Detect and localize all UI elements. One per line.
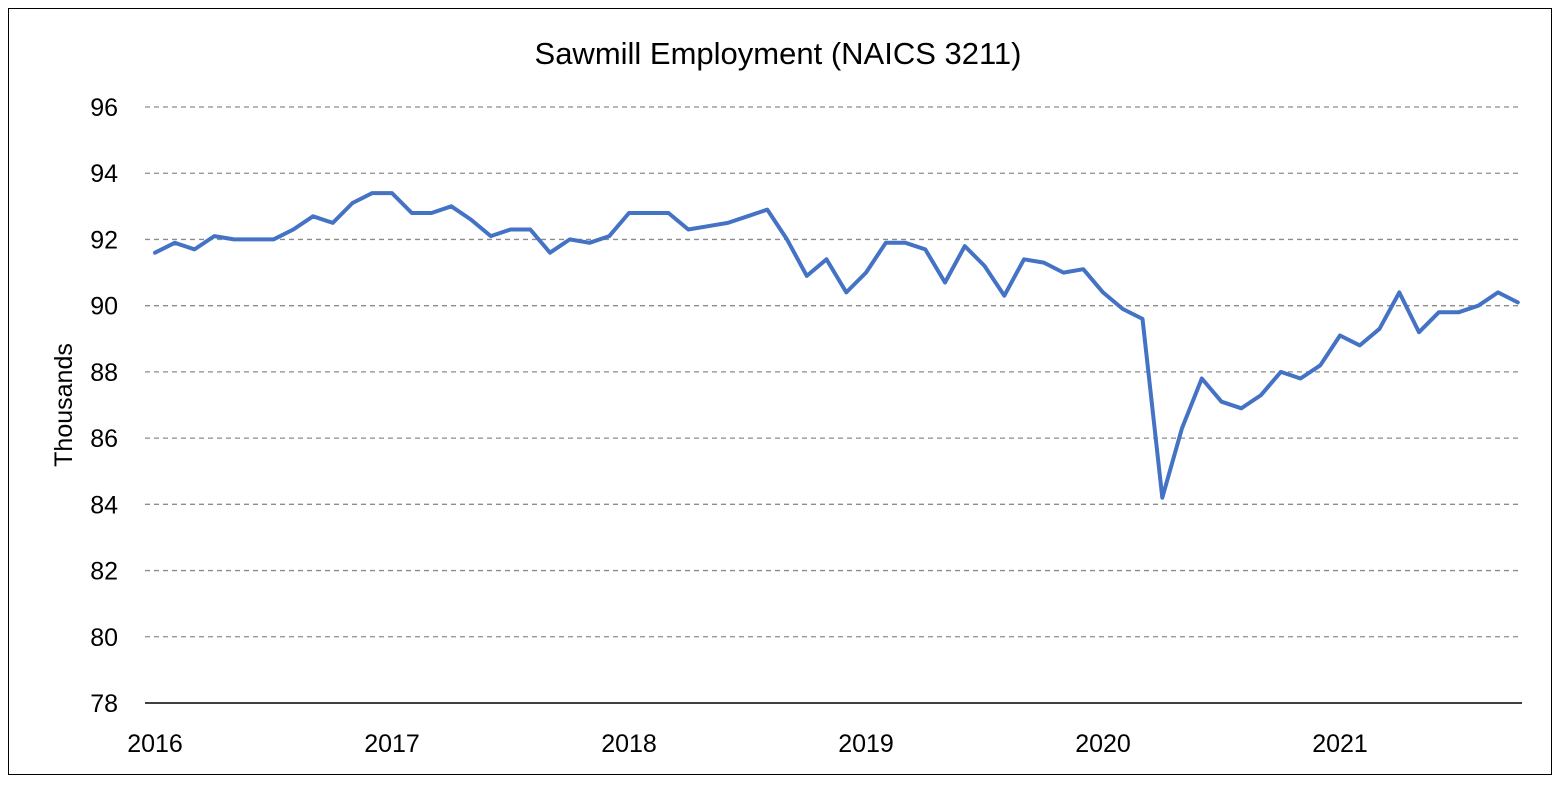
y-tick-label: 84 — [90, 491, 118, 519]
x-tick-label: 2018 — [601, 730, 657, 758]
x-tick-label: 2017 — [364, 730, 420, 758]
chart-frame — [8, 8, 1552, 775]
y-tick-label: 96 — [90, 94, 118, 122]
x-tick-label: 2020 — [1075, 730, 1131, 758]
x-tick-label: 2016 — [127, 730, 183, 758]
chart-title: Sawmill Employment (NAICS 3211) — [535, 36, 1022, 71]
y-tick-label: 88 — [90, 359, 118, 387]
gridlines — [145, 106, 1522, 638]
series-line-sawmill-employment — [153, 191, 1520, 500]
x-axis-ticks: 2016 2017 2018 2019 2020 2021 — [127, 730, 1368, 758]
y-tick-label: 78 — [90, 690, 118, 718]
x-tick-label: 2019 — [838, 730, 894, 758]
x-tick-label: 2021 — [1312, 730, 1368, 758]
y-axis-label: Thousands — [50, 343, 78, 467]
y-tick-label: 86 — [90, 425, 118, 453]
y-tick-label: 80 — [90, 624, 118, 652]
y-tick-label: 94 — [90, 160, 118, 188]
y-tick-label: 92 — [90, 226, 118, 254]
y-tick-label: 82 — [90, 558, 118, 586]
y-tick-label: 90 — [90, 293, 118, 321]
y-axis-ticks: 78 80 82 84 86 88 90 92 94 96 — [90, 94, 118, 718]
